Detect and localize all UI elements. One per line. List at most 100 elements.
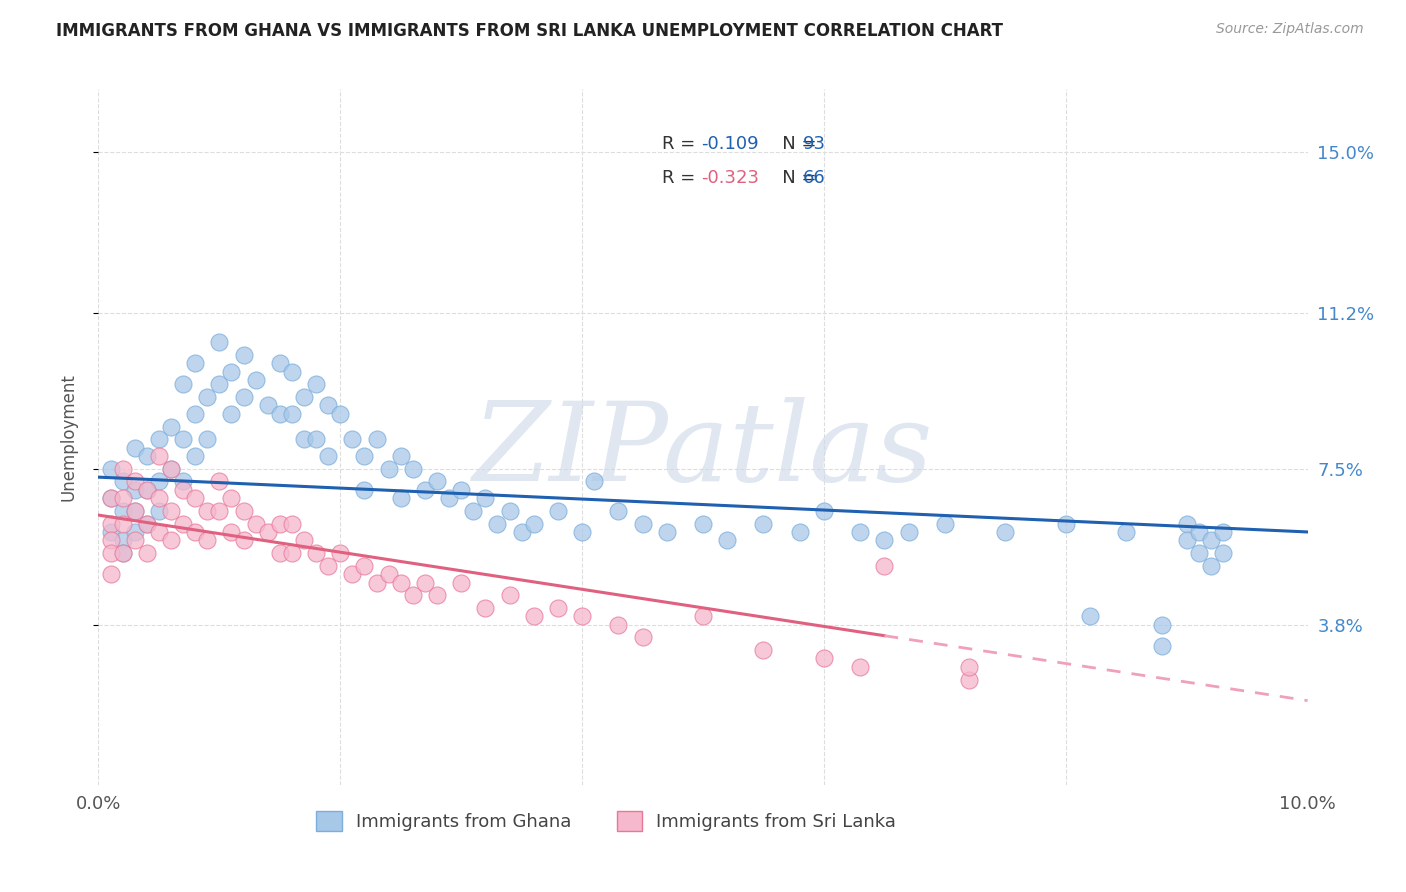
Point [1175,533,1198,548]
Point [232,390,254,404]
Point [655,524,678,539]
Point [124,533,146,548]
Point [124,504,146,518]
Point [329,546,352,560]
Point [100,491,122,506]
Point [607,504,630,518]
Text: Source: ZipAtlas.com: Source: ZipAtlas.com [1216,22,1364,37]
Point [111,516,134,531]
Point [111,475,134,489]
Point [135,483,157,497]
Point [124,475,146,489]
Text: R =: R = [662,169,702,187]
Point [172,475,194,489]
Point [994,524,1017,539]
Point [135,546,157,560]
Point [1212,524,1234,539]
Point [934,516,956,531]
Point [463,504,485,518]
Point [100,516,122,531]
Point [256,399,278,413]
Point [281,516,304,531]
Point [486,516,509,531]
Point [195,533,218,548]
Point [437,491,460,506]
Point [413,575,436,590]
Point [849,660,872,674]
Point [148,475,170,489]
Point [305,432,328,446]
Point [135,483,157,497]
Point [148,491,170,506]
Point [100,524,122,539]
Point [160,461,183,475]
Point [692,516,714,531]
Point [100,491,122,506]
Point [873,558,896,573]
Point [184,524,207,539]
Point [873,533,896,548]
Point [571,524,593,539]
Point [366,432,388,446]
Point [813,651,835,665]
Point [329,407,352,421]
Legend: Immigrants from Ghana, Immigrants from Sri Lanka: Immigrants from Ghana, Immigrants from S… [309,805,904,838]
Point [269,516,291,531]
Point [184,491,207,506]
Point [195,504,218,518]
Point [716,533,738,548]
Point [1188,524,1211,539]
Point [789,524,811,539]
Point [245,516,267,531]
Point [377,461,399,475]
Text: -0.323: -0.323 [702,169,759,187]
Point [269,546,291,560]
Point [474,491,496,506]
Point [1078,609,1101,624]
Point [245,373,267,387]
Point [402,461,425,475]
Point [957,660,980,674]
Point [135,516,157,531]
Point [269,356,291,370]
Point [523,609,546,624]
Point [389,575,412,590]
Point [221,491,243,506]
Point [111,461,134,475]
Point [1152,639,1174,653]
Point [474,600,496,615]
Point [353,558,375,573]
Point [353,449,375,463]
Point [232,348,254,362]
Point [305,377,328,392]
Point [172,377,194,392]
Point [1175,516,1198,531]
Point [498,588,520,602]
Point [221,365,243,379]
Point [353,483,375,497]
Point [184,449,207,463]
Text: R =: R = [662,135,702,153]
Point [631,516,654,531]
Point [100,533,122,548]
Point [1212,546,1234,560]
Point [813,504,835,518]
Point [292,432,315,446]
Point [160,504,183,518]
Point [897,524,920,539]
Point [111,504,134,518]
Text: N =: N = [765,135,823,153]
Point [184,356,207,370]
Point [172,483,194,497]
Point [547,504,569,518]
Point [184,407,207,421]
Point [426,588,449,602]
Point [547,600,569,615]
Point [1199,533,1222,548]
Point [111,533,134,548]
Point [281,546,304,560]
Y-axis label: Unemployment: Unemployment [59,373,77,501]
Point [342,567,364,582]
Point [111,491,134,506]
Point [221,524,243,539]
